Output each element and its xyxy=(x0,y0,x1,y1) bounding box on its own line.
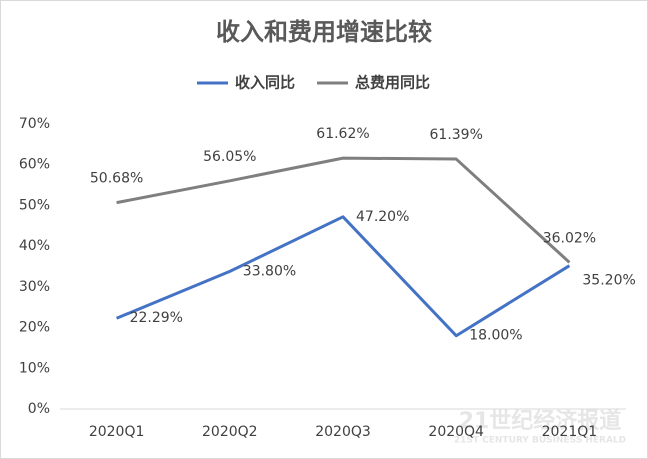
data-label: 47.20% xyxy=(356,209,409,225)
data-label: 36.02% xyxy=(543,230,596,246)
legend-label: 收入同比 xyxy=(235,74,295,92)
y-tick-label: 50% xyxy=(19,197,50,213)
data-label: 18.00% xyxy=(469,328,522,344)
x-tick-label: 2021Q1 xyxy=(542,424,598,440)
watermark-title: 21世纪经济报道 xyxy=(459,408,622,434)
y-tick-label: 40% xyxy=(19,238,50,254)
data-label: 50.68% xyxy=(90,171,143,187)
y-tick-label: 30% xyxy=(19,279,50,295)
x-tick-label: 2020Q3 xyxy=(315,424,371,440)
y-tick-label: 60% xyxy=(19,157,50,173)
data-label: 33.80% xyxy=(243,263,296,279)
x-tick-label: 2020Q4 xyxy=(428,424,484,440)
chart-title: 收入和费用增速比较 xyxy=(216,18,432,46)
y-tick-label: 20% xyxy=(19,320,50,336)
x-tick-label: 2020Q1 xyxy=(89,424,145,440)
data-label: 61.39% xyxy=(430,127,483,143)
data-label: 61.62% xyxy=(316,126,369,142)
y-tick-label: 70% xyxy=(19,116,50,132)
y-tick-label: 0% xyxy=(28,401,50,417)
series-line xyxy=(116,156,571,264)
data-label: 22.29% xyxy=(130,310,183,326)
watermark-subtitle: 21ST CENTURY BUSINESS HERALD xyxy=(454,436,626,446)
y-tick-label: 10% xyxy=(19,360,50,376)
legend-label: 总费用同比 xyxy=(355,74,430,92)
x-tick-label: 2020Q2 xyxy=(202,424,258,440)
series-line xyxy=(116,215,571,338)
data-label: 35.20% xyxy=(582,273,635,289)
data-label: 56.05% xyxy=(203,149,256,165)
